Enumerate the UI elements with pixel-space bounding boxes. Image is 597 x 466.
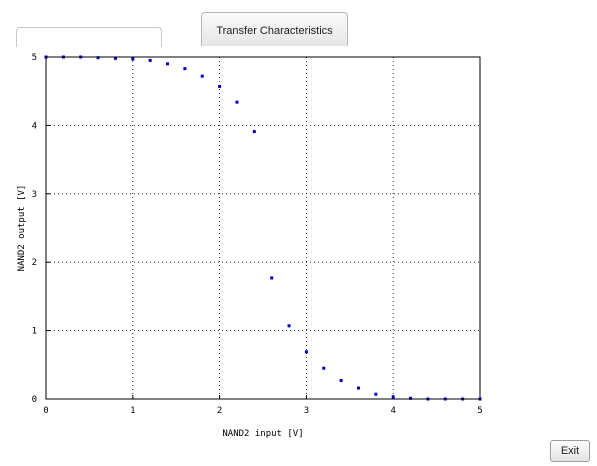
x-tick-label: 4 — [390, 406, 395, 416]
y-tick-label: 4 — [32, 121, 37, 131]
y-tick-label: 1 — [32, 327, 37, 337]
plot-area — [46, 57, 480, 399]
data-point — [391, 395, 395, 399]
data-point — [270, 276, 274, 280]
data-point — [148, 58, 152, 62]
y-tick-label: 5 — [32, 53, 37, 63]
data-point — [304, 350, 308, 354]
axes: 0 1 2 3 4 5 0 1 2 3 4 5 — [32, 53, 483, 416]
data-point — [183, 67, 187, 71]
data-point — [374, 392, 378, 396]
plot-frame — [45, 56, 481, 400]
data-point — [200, 74, 204, 78]
data-point — [113, 56, 117, 60]
data-point — [287, 324, 291, 328]
x-tick-label: 3 — [304, 406, 309, 416]
data-point — [166, 62, 170, 66]
tab-blank[interactable] — [16, 27, 162, 47]
data-point — [96, 56, 100, 60]
data-point — [409, 396, 413, 400]
exit-button[interactable]: Exit — [550, 440, 590, 462]
y-tick-label: 2 — [32, 258, 37, 268]
y-axis-label: NAND2 output [V] — [17, 185, 27, 272]
data-point — [131, 57, 135, 61]
data-point — [235, 100, 239, 104]
tab-transfer-characteristics[interactable]: Transfer Characteristics — [201, 12, 348, 46]
x-tick-label: 5 — [477, 406, 482, 416]
data-point — [252, 130, 256, 134]
x-tick-label: 0 — [43, 406, 48, 416]
x-tick-label: 2 — [217, 406, 222, 416]
data-point — [356, 386, 360, 390]
grid — [46, 57, 480, 399]
data-point — [322, 366, 326, 370]
data-point — [339, 379, 343, 383]
y-tick-label: 3 — [32, 190, 37, 200]
x-axis-label: NAND2 input [V] — [222, 429, 303, 439]
x-tick-label: 1 — [130, 406, 135, 416]
y-tick-label: 0 — [32, 395, 37, 405]
data-point — [218, 84, 222, 88]
